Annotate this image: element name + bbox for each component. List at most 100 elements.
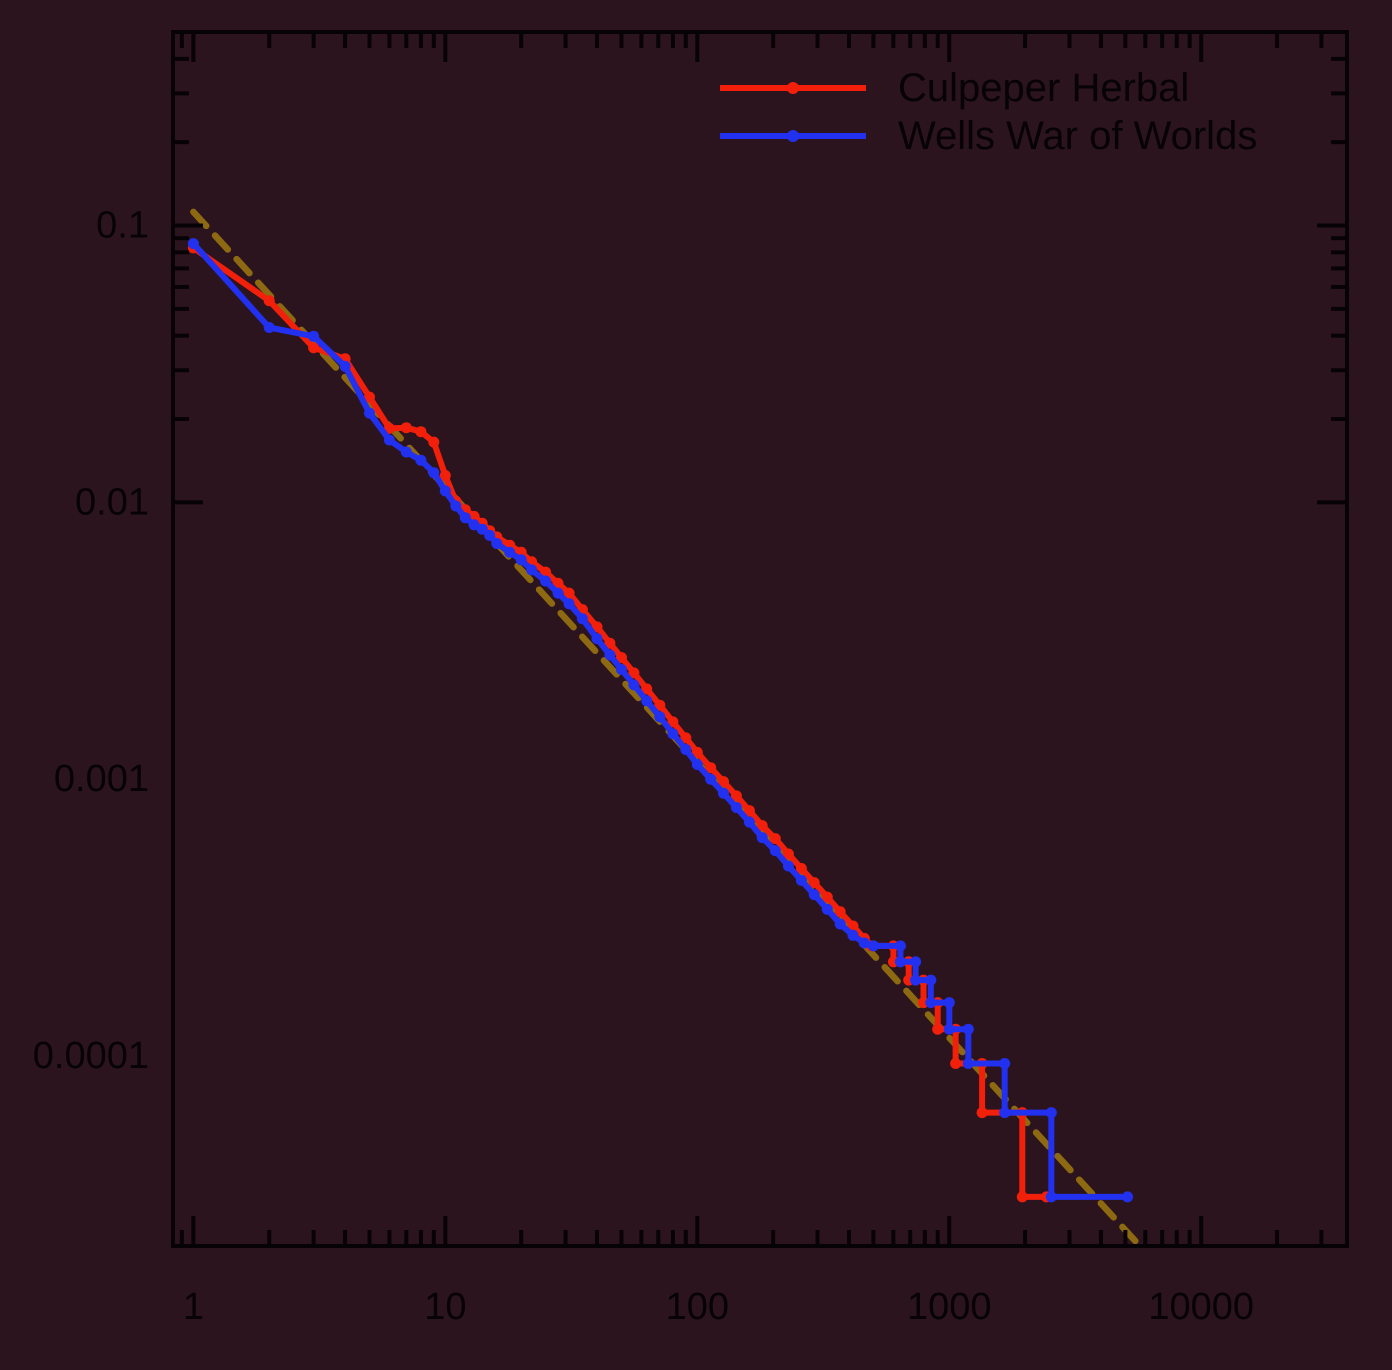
data-point xyxy=(680,744,692,755)
data-point xyxy=(962,1023,974,1035)
data-point xyxy=(667,716,679,728)
series-markers-1 xyxy=(187,238,1133,1203)
data-point xyxy=(491,538,503,549)
data-point xyxy=(364,391,375,403)
data-point xyxy=(628,667,640,679)
data-point xyxy=(428,467,440,479)
data-point xyxy=(999,1058,1011,1069)
data-point xyxy=(718,787,729,799)
data-point xyxy=(730,790,742,802)
legend-sample-marker-red xyxy=(787,82,799,94)
data-point xyxy=(628,679,640,691)
data-point xyxy=(910,956,922,968)
data-point xyxy=(616,652,627,664)
data-point xyxy=(540,566,552,578)
data-point xyxy=(950,1058,962,1069)
data-point xyxy=(308,330,320,342)
data-point xyxy=(383,434,395,446)
data-point xyxy=(450,500,462,512)
data-point xyxy=(769,845,781,857)
data-point xyxy=(1122,1191,1133,1203)
data-point xyxy=(691,759,703,770)
data-point xyxy=(526,564,538,576)
x-tick-label: 10 xyxy=(424,1286,466,1328)
data-point xyxy=(439,485,451,497)
data-point xyxy=(187,238,199,250)
data-point xyxy=(459,512,471,524)
data-point xyxy=(808,889,820,901)
legend-label-wells-war-of-worlds: Wells War of Worlds xyxy=(898,114,1257,158)
data-point xyxy=(484,529,496,541)
data-point xyxy=(943,997,955,1009)
data-point xyxy=(691,746,703,758)
data-point xyxy=(591,621,603,633)
data-point xyxy=(769,833,781,845)
data-point xyxy=(439,470,451,481)
data-point xyxy=(858,937,870,949)
data-point xyxy=(834,918,846,930)
axis-labels: 1 10 100 1000 10000 0.1 0.01 0.001 0.0001 xyxy=(33,205,1254,1328)
data-point xyxy=(1016,1191,1028,1203)
data-point xyxy=(400,446,412,458)
data-point xyxy=(339,360,351,372)
data-point xyxy=(795,874,807,886)
data-point xyxy=(654,711,666,723)
data-point xyxy=(834,906,846,918)
data-point xyxy=(705,762,717,774)
data-point xyxy=(743,816,755,828)
data-point xyxy=(616,664,627,675)
series-layer xyxy=(187,208,1142,1247)
data-point xyxy=(552,587,564,599)
data-point xyxy=(894,940,906,952)
data-point xyxy=(383,422,395,434)
data-point xyxy=(576,613,588,625)
data-point xyxy=(705,773,717,785)
data-point xyxy=(821,891,833,903)
data-point xyxy=(808,877,820,889)
data-point xyxy=(540,575,552,587)
data-point xyxy=(756,832,768,844)
data-point xyxy=(263,295,275,307)
legend-sample-marker-blue xyxy=(787,130,799,142)
data-point xyxy=(932,1023,944,1035)
data-point xyxy=(847,920,859,932)
axis-ticks xyxy=(173,32,1347,1246)
data-point xyxy=(563,587,575,599)
data-point xyxy=(476,523,488,535)
data-point xyxy=(821,903,833,915)
data-point xyxy=(730,802,742,813)
data-point xyxy=(962,1058,974,1069)
y-tick-label: 0.0001 xyxy=(33,1035,149,1077)
x-tick-label: 1 xyxy=(183,1286,204,1328)
legend-label-culpeper-herbal: Culpeper Herbal xyxy=(898,66,1189,110)
data-point xyxy=(1045,1107,1057,1119)
data-point xyxy=(654,699,666,711)
data-point xyxy=(976,1107,988,1119)
legend-item-culpeper-herbal: Culpeper Herbal xyxy=(720,66,1189,110)
data-point xyxy=(641,695,653,707)
data-point xyxy=(415,454,427,466)
series-markers-0 xyxy=(187,242,1052,1203)
data-point xyxy=(782,848,794,860)
plot-frame xyxy=(171,30,1349,1248)
data-point xyxy=(867,940,879,952)
data-point xyxy=(847,929,859,941)
data-point xyxy=(552,577,564,589)
data-point xyxy=(894,956,906,968)
data-point xyxy=(591,633,603,645)
y-tick-label: 0.01 xyxy=(75,481,149,523)
data-point xyxy=(364,407,375,419)
data-point xyxy=(263,322,275,333)
data-point xyxy=(1045,1191,1057,1203)
x-tick-label: 1000 xyxy=(907,1286,992,1328)
data-point xyxy=(604,649,616,661)
y-tick-label: 0.1 xyxy=(96,205,149,247)
data-point xyxy=(428,436,440,448)
data-point xyxy=(604,637,616,649)
y-tick-label: 0.001 xyxy=(54,758,149,800)
data-point xyxy=(743,805,755,817)
x-tick-label: 100 xyxy=(666,1286,729,1328)
data-point xyxy=(943,1023,955,1035)
